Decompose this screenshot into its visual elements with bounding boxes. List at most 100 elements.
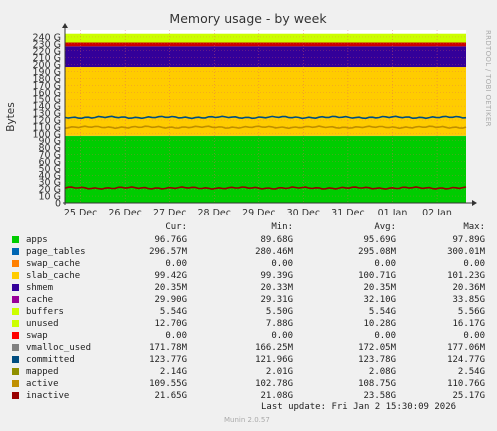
y-ticks: 010 G20 G30 G40 G50 G60 G70 G80 G90 G100… xyxy=(32,32,61,209)
y-tick-label: 110 G xyxy=(32,122,61,133)
legend-min: 166.25M xyxy=(255,343,293,353)
chart: Memory usage - by week Bytes RRDTOOL / T… xyxy=(5,11,492,215)
legend-max: 101.23G xyxy=(447,271,485,281)
legend-max: 110.76G xyxy=(447,379,485,389)
legend-cur: 171.78M xyxy=(149,343,187,353)
legend-avg: 0.00 xyxy=(374,259,396,269)
legend-min: 21.08G xyxy=(260,391,293,401)
header-max: Max: xyxy=(463,222,485,232)
legend-avg: 5.54G xyxy=(368,307,396,317)
x-tick-label: 30 Dec xyxy=(287,208,321,215)
legend-swatch xyxy=(12,236,19,243)
x-axis-arrow xyxy=(472,200,477,206)
legend-max: 97.89G xyxy=(452,235,485,245)
y-tick-label: 240 G xyxy=(32,32,61,43)
y-tick-label: 60 G xyxy=(39,157,61,168)
stacked-areas xyxy=(65,33,466,203)
legend-max: 124.77G xyxy=(447,355,485,365)
series-lines xyxy=(64,115,467,190)
legend-swatch xyxy=(12,308,19,315)
legend-avg: 295.08M xyxy=(358,247,396,257)
x-ticks: 25 Dec 26 Dec 27 Dec 28 Dec 29 Dec 30 Dec 31 D… xyxy=(64,208,452,215)
legend-swatch xyxy=(12,380,19,387)
legend-row-swap_cache: swap_cache 0.00 0.00 0.00 0.00 xyxy=(12,258,492,270)
line-inactive xyxy=(64,186,467,190)
legend-cur: 123.77G xyxy=(149,355,187,365)
legend-row-vmalloc_used: vmalloc_used 171.78M 166.25M 172.05M 177.06M xyxy=(12,342,492,354)
x-tick-label: 28 Dec xyxy=(198,208,232,215)
legend-row-slab_cache: slab_cache 99.42G 99.39G 100.71G 101.23G xyxy=(12,270,492,282)
y-tick-label: 170 G xyxy=(32,81,61,92)
x-tick-label: 31 Dec xyxy=(331,208,365,215)
legend-name: committed xyxy=(26,355,75,365)
area-apps xyxy=(65,136,466,203)
legend-max: 33.85G xyxy=(452,295,485,305)
legend-name: swap xyxy=(26,331,48,341)
x-tick-label: 25 Dec xyxy=(64,208,98,215)
legend-max: 25.17G xyxy=(452,391,485,401)
legend-name: inactive xyxy=(26,391,70,401)
area-cache xyxy=(65,46,466,68)
legend-avg: 123.78G xyxy=(358,355,396,365)
legend-cur: 96.76G xyxy=(154,235,187,245)
legend-avg: 10.28G xyxy=(363,319,396,329)
x-tick-label: 29 Dec xyxy=(242,208,276,215)
legend-row-buffers: buffers 5.54G 5.50G 5.54G 5.56G xyxy=(12,306,492,318)
legend-swatch xyxy=(12,344,19,351)
legend-swatch xyxy=(12,368,19,375)
y-tick-label: 100 G xyxy=(32,129,61,140)
legend-max: 0.00 xyxy=(463,331,485,341)
y-tick-label: 150 G xyxy=(32,95,61,106)
legend-name: slab_cache xyxy=(26,271,81,281)
legend-cur: 0.00 xyxy=(165,331,187,341)
legend-max: 5.56G xyxy=(457,307,485,317)
legend-min: 0.00 xyxy=(271,259,293,269)
legend-avg: 23.58G xyxy=(363,391,396,401)
line-active xyxy=(64,125,467,130)
x-tick-label: 26 Dec xyxy=(108,208,142,215)
legend-name: apps xyxy=(26,235,48,245)
legend-cur: 20.35M xyxy=(154,283,187,293)
legend-cur: 12.70G xyxy=(154,319,187,329)
legend-cur: 0.00 xyxy=(165,259,187,269)
legend-max: 20.36M xyxy=(452,283,485,293)
legend-name: buffers xyxy=(26,307,64,317)
legend-swatch xyxy=(12,260,19,267)
legend-avg: 108.75G xyxy=(358,379,396,389)
legend-min: 102.78G xyxy=(255,379,293,389)
legend-min: 0.00 xyxy=(271,331,293,341)
y-tick-label: 180 G xyxy=(32,74,61,85)
legend-max: 16.17G xyxy=(452,319,485,329)
y-tick-label: 90 G xyxy=(39,136,61,147)
legend-row-swap: swap 0.00 0.00 0.00 0.00 xyxy=(12,330,492,342)
legend-cur: 29.90G xyxy=(154,295,187,305)
legend-max: 0.00 xyxy=(463,259,485,269)
legend-name: mapped xyxy=(26,367,59,377)
last-update: Last update: Fri Jan 2 15:30:09 2026 xyxy=(261,402,457,412)
legend-name: unused xyxy=(26,319,59,329)
legend-row-shmem: shmem 20.35M 20.33M 20.35M 20.36M xyxy=(12,282,492,294)
legend-cur: 5.54G xyxy=(159,307,187,317)
legend-cur: 296.57M xyxy=(149,247,187,257)
area-unused xyxy=(65,33,466,43)
header-cur: Cur: xyxy=(165,222,187,232)
legend-min: 280.46M xyxy=(255,247,293,257)
legend-cur: 99.42G xyxy=(154,271,187,281)
y-tick-label: 70 G xyxy=(39,150,61,161)
y-tick-label: 0 xyxy=(55,199,61,210)
legend-max: 177.06M xyxy=(447,343,485,353)
legend-swatch xyxy=(12,284,19,291)
legend-min: 99.39G xyxy=(260,271,293,281)
legend-name: shmem xyxy=(26,283,54,293)
legend-min: 89.68G xyxy=(260,235,293,245)
legend-max: 2.54G xyxy=(457,367,485,377)
chart-title: Memory usage - by week xyxy=(169,11,327,26)
y-tick-label: 220 G xyxy=(32,46,61,57)
y-axis-arrow xyxy=(62,23,68,28)
x-tick-label: 27 Dec xyxy=(153,208,187,215)
rrdtool-label: RRDTOOL / TOBI OETIKER xyxy=(484,30,492,127)
legend-max: 300.01M xyxy=(447,247,485,257)
legend-avg: 100.71G xyxy=(358,271,396,281)
legend-row-apps: apps 96.76G 89.68G 95.69G 97.89G xyxy=(12,234,492,246)
header-avg: Avg: xyxy=(374,222,396,232)
